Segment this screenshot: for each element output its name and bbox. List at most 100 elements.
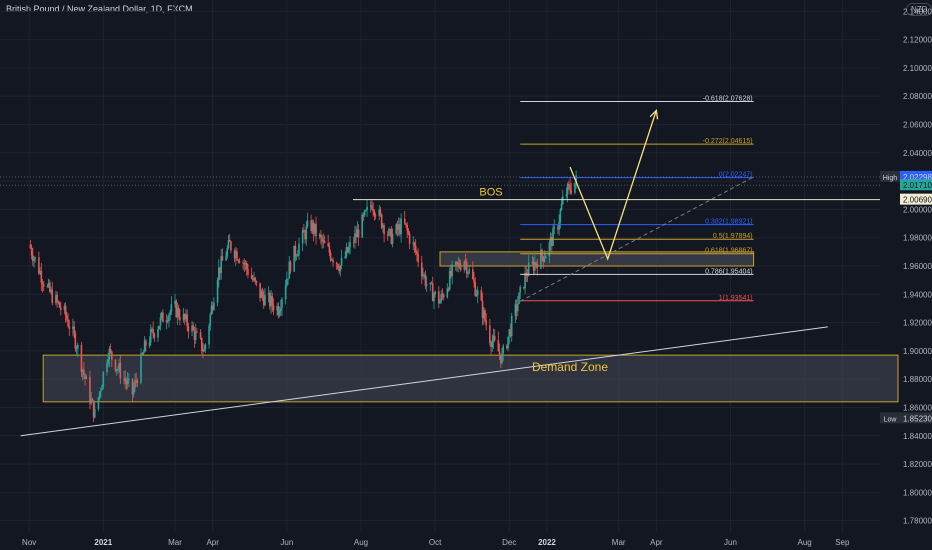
candle-body xyxy=(420,262,423,277)
candle-body xyxy=(396,224,399,230)
candle-body xyxy=(499,354,502,364)
candle-body xyxy=(84,374,86,380)
candle-body xyxy=(85,376,88,380)
y-tick-label: 1.86000 xyxy=(903,403,932,412)
candle-body xyxy=(535,262,537,265)
candle-body xyxy=(498,351,501,355)
candle-body xyxy=(293,245,295,272)
price-badge-tag-label: Low xyxy=(884,416,898,423)
candle-body xyxy=(399,224,401,235)
candle-body xyxy=(39,271,41,274)
candle-body xyxy=(261,291,264,297)
candle-body xyxy=(237,260,240,262)
fib-level-label: -0.618(2.07628) xyxy=(703,95,753,102)
candle-body xyxy=(467,272,469,274)
candle-body xyxy=(30,247,33,256)
candle-body xyxy=(140,353,142,383)
candle-body xyxy=(50,289,52,292)
candle-body xyxy=(160,312,163,318)
candle-body xyxy=(100,390,102,392)
x-tick-label: Aug xyxy=(798,538,812,547)
candle-body xyxy=(569,185,571,191)
candle-body xyxy=(242,262,244,264)
candle-body xyxy=(423,274,425,276)
candle-body xyxy=(220,256,223,274)
candle-body xyxy=(574,182,576,193)
candle-body xyxy=(89,376,91,404)
candle-body xyxy=(149,329,152,343)
x-tick-label: Dec xyxy=(502,538,516,547)
price-badge-value: 2.01710 xyxy=(903,181,932,190)
x-tick-label: 2021 xyxy=(94,538,112,547)
candle-body xyxy=(437,291,440,304)
candle-body xyxy=(145,340,147,346)
candle-body xyxy=(391,233,394,244)
candle-body xyxy=(323,240,326,244)
y-tick-label: 2.04000 xyxy=(903,149,932,158)
y-tick-label: 1.82000 xyxy=(903,460,932,469)
candle-body xyxy=(366,206,368,211)
candle-body xyxy=(553,226,556,228)
candle-body xyxy=(509,329,512,336)
candle-body xyxy=(244,263,247,265)
candle-body xyxy=(345,247,348,257)
candle-body xyxy=(455,261,457,265)
candle-body xyxy=(481,300,484,319)
candle-body xyxy=(560,203,563,211)
price-badge-tag xyxy=(880,170,900,182)
candle-body xyxy=(101,386,103,391)
candle-body xyxy=(183,314,186,320)
price-badge xyxy=(900,193,932,205)
y-tick-label: 1.90000 xyxy=(903,347,932,356)
candle-body xyxy=(305,226,308,240)
x-tick-label: Mar xyxy=(612,538,626,547)
candle-body xyxy=(51,289,54,304)
candle-body xyxy=(548,242,551,257)
candle-body xyxy=(354,233,356,243)
candle-body xyxy=(374,215,377,217)
candle-body xyxy=(73,326,75,334)
candle-body xyxy=(208,325,210,345)
candle-body xyxy=(322,240,325,242)
x-tick-label: Nov xyxy=(22,538,36,547)
candle-body xyxy=(277,305,280,316)
candle-body xyxy=(115,369,118,371)
candle-body xyxy=(357,229,360,238)
candle-body xyxy=(425,284,428,286)
candle-body xyxy=(575,175,577,183)
candle-body xyxy=(531,261,534,264)
y-tick-label: 2.08000 xyxy=(903,92,932,101)
candle-body xyxy=(482,310,485,319)
y-tick-label: 2.14000 xyxy=(903,7,932,16)
candle-body xyxy=(159,317,162,326)
candle-body xyxy=(286,278,288,286)
candle-body xyxy=(468,269,470,273)
candle-body xyxy=(339,265,342,272)
candle-body xyxy=(429,282,432,285)
candle-body xyxy=(76,344,79,349)
candle-body xyxy=(543,258,546,262)
candle-body xyxy=(335,262,338,265)
candle-body xyxy=(464,261,467,263)
candle-body xyxy=(338,268,340,272)
candle-body xyxy=(226,248,229,257)
candle-body xyxy=(301,230,304,244)
candle-body xyxy=(296,254,299,256)
candle-body xyxy=(459,267,462,270)
candle-body xyxy=(245,263,248,269)
candle-body xyxy=(348,247,350,253)
price-badge-value: 2.02298 xyxy=(903,173,932,182)
candle-body xyxy=(42,284,45,287)
candle-body xyxy=(47,282,50,287)
y-tick-label: 2.06000 xyxy=(903,121,932,130)
candle-body xyxy=(570,190,573,193)
candle-body xyxy=(310,220,312,231)
candle-body xyxy=(102,371,105,387)
candle-body xyxy=(380,214,383,228)
price-badge-tag xyxy=(880,412,900,424)
y-tick-label: 1.94000 xyxy=(903,290,932,299)
candle-body xyxy=(90,399,92,404)
candle-body xyxy=(38,257,40,274)
candle-body xyxy=(355,233,357,238)
